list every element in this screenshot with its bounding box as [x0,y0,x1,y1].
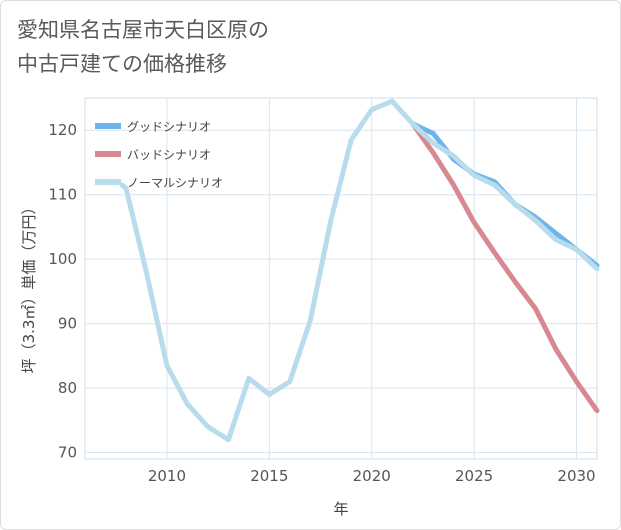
x-tick-label: 2025 [455,467,493,485]
x-tick-label: 2030 [557,467,595,485]
legend-label-2: ノーマルシナリオ [127,176,223,190]
chart-title-line-2: 中古戸建ての価格推移 [17,52,227,76]
x-tick-label: 2020 [353,467,391,485]
x-tick-label: 2015 [250,467,288,485]
x-tick-label: 2010 [148,467,186,485]
y-tick-label: 120 [48,121,77,139]
chart-title-line-1: 愛知県名古屋市天白区原の [17,18,269,42]
y-tick-label: 70 [58,444,77,462]
series-line-2 [119,98,600,443]
y-tick-label: 90 [58,315,77,333]
chart-title: 愛知県名古屋市天白区原の 中古戸建ての価格推移 [17,13,269,81]
x-axis-label: 年 [333,500,348,518]
y-tick-label: 100 [48,250,77,268]
series-line-1 [410,121,600,414]
y-tick-label: 80 [58,379,77,397]
legend-label-1: バッドシナリオ [127,148,211,162]
legend-label-0: グッドシナリオ [127,120,211,134]
y-tick-label: 110 [48,186,77,204]
y-axis-label: 坪（3.3㎡）単価（万円） [20,200,38,374]
